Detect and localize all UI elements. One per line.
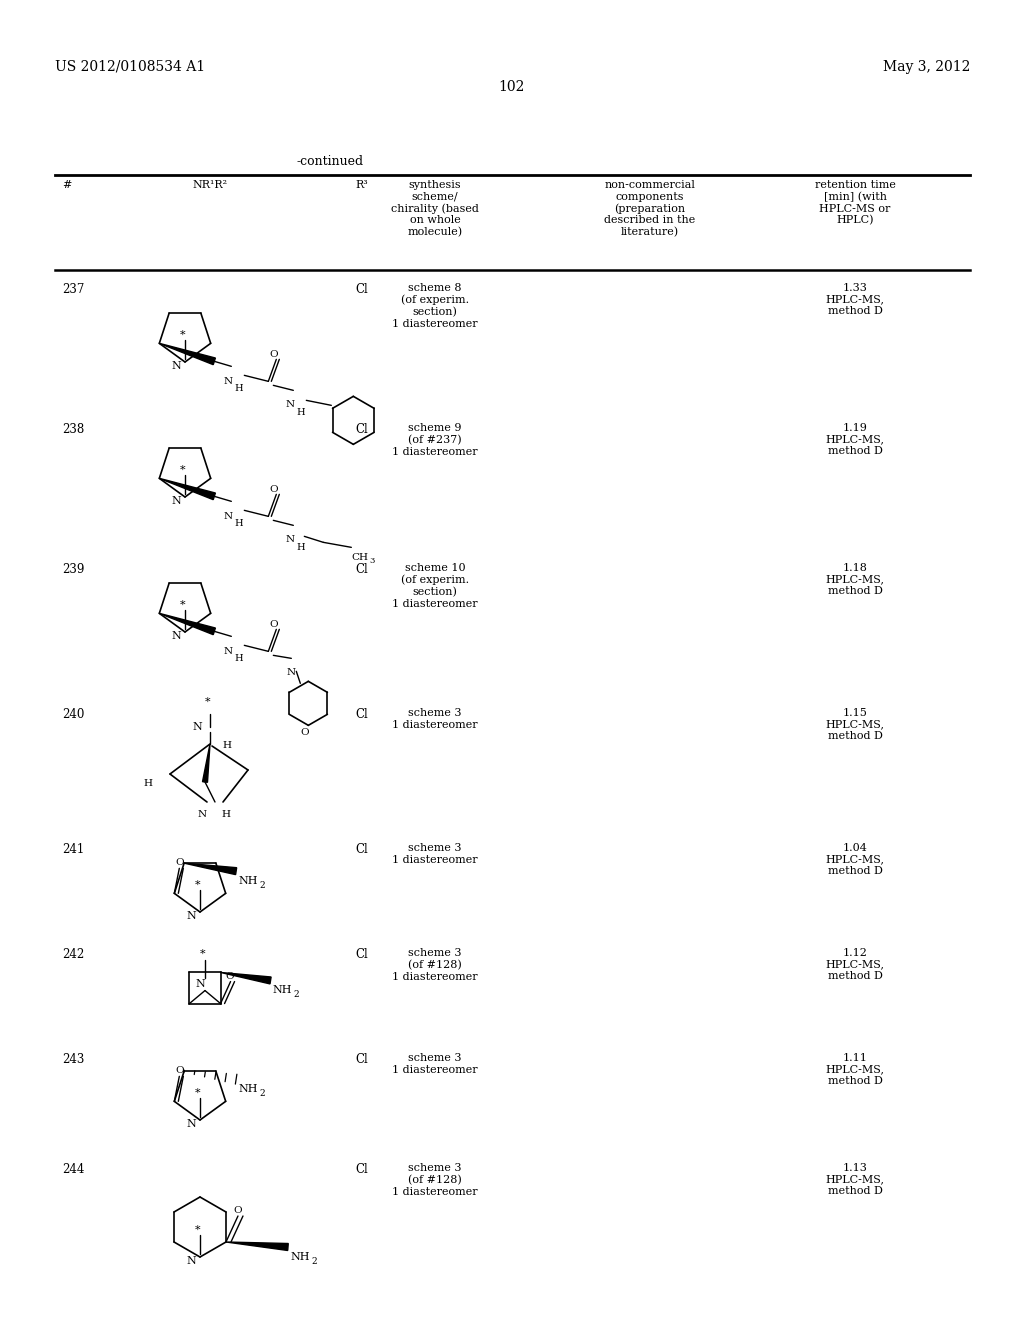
Text: Cl: Cl bbox=[355, 282, 368, 296]
Text: scheme 10
(of experim.
section)
1 diastereomer: scheme 10 (of experim. section) 1 diaste… bbox=[392, 564, 478, 609]
Text: 1.18
HPLC-MS,
method D: 1.18 HPLC-MS, method D bbox=[825, 564, 885, 597]
Text: 2: 2 bbox=[311, 1257, 316, 1266]
Text: O: O bbox=[175, 858, 183, 867]
Text: 243: 243 bbox=[62, 1053, 84, 1067]
Text: US 2012/0108534 A1: US 2012/0108534 A1 bbox=[55, 59, 205, 74]
Text: N: N bbox=[186, 1119, 196, 1129]
Text: O: O bbox=[269, 486, 278, 495]
Text: *: * bbox=[200, 949, 206, 958]
Text: H: H bbox=[234, 384, 243, 393]
Text: NR¹R²: NR¹R² bbox=[193, 180, 227, 190]
Text: Cl: Cl bbox=[355, 1163, 368, 1176]
Text: O: O bbox=[225, 972, 233, 981]
Text: O: O bbox=[269, 620, 278, 630]
Text: N: N bbox=[186, 911, 196, 921]
Text: 1.12
HPLC-MS,
method D: 1.12 HPLC-MS, method D bbox=[825, 948, 885, 981]
Text: H: H bbox=[296, 408, 304, 417]
Text: -continued: -continued bbox=[296, 154, 364, 168]
Text: May 3, 2012: May 3, 2012 bbox=[883, 59, 970, 74]
Text: scheme 9
(of #237)
1 diastereomer: scheme 9 (of #237) 1 diastereomer bbox=[392, 422, 478, 457]
Text: Cl: Cl bbox=[355, 564, 368, 576]
Text: scheme 3
(of #128)
1 diastereomer: scheme 3 (of #128) 1 diastereomer bbox=[392, 948, 478, 982]
Text: O: O bbox=[269, 350, 278, 359]
Text: NH: NH bbox=[272, 986, 292, 995]
Text: 238: 238 bbox=[62, 422, 84, 436]
Text: 2: 2 bbox=[294, 990, 299, 999]
Text: H: H bbox=[222, 742, 231, 751]
Text: O: O bbox=[300, 729, 308, 738]
Text: Cl: Cl bbox=[355, 1053, 368, 1067]
Text: N: N bbox=[224, 647, 232, 656]
Text: 237: 237 bbox=[62, 282, 84, 296]
Text: #: # bbox=[62, 180, 72, 190]
Text: 1.19
HPLC-MS,
method D: 1.19 HPLC-MS, method D bbox=[825, 422, 885, 457]
Polygon shape bbox=[184, 863, 237, 875]
Text: 242: 242 bbox=[62, 948, 84, 961]
Text: N: N bbox=[286, 400, 295, 409]
Polygon shape bbox=[203, 744, 210, 783]
Text: retention time
[min] (with
HPLC-MS or
HPLC): retention time [min] (with HPLC-MS or HP… bbox=[814, 180, 895, 226]
Text: *: * bbox=[205, 697, 211, 708]
Polygon shape bbox=[220, 973, 271, 983]
Text: O: O bbox=[175, 1067, 183, 1076]
Text: 1.33
HPLC-MS,
method D: 1.33 HPLC-MS, method D bbox=[825, 282, 885, 317]
Text: 239: 239 bbox=[62, 564, 84, 576]
Text: N: N bbox=[171, 496, 181, 506]
Text: CH: CH bbox=[351, 553, 369, 562]
Text: H: H bbox=[221, 810, 230, 818]
Text: H: H bbox=[234, 655, 243, 664]
Text: *: * bbox=[180, 601, 185, 610]
Text: 241: 241 bbox=[62, 843, 84, 855]
Text: 1.11
HPLC-MS,
method D: 1.11 HPLC-MS, method D bbox=[825, 1053, 885, 1086]
Text: N: N bbox=[196, 978, 205, 989]
Text: scheme 3
1 diastereomer: scheme 3 1 diastereomer bbox=[392, 843, 478, 865]
Text: Cl: Cl bbox=[355, 708, 368, 721]
Text: 102: 102 bbox=[499, 81, 525, 94]
Text: N: N bbox=[193, 722, 202, 733]
Text: *: * bbox=[180, 330, 185, 341]
Text: scheme 3
1 diastereomer: scheme 3 1 diastereomer bbox=[392, 708, 478, 730]
Text: NH: NH bbox=[290, 1251, 309, 1262]
Text: *: * bbox=[196, 1088, 201, 1098]
Text: 2: 2 bbox=[259, 882, 265, 890]
Text: R³: R³ bbox=[355, 180, 368, 190]
Text: *: * bbox=[180, 465, 185, 475]
Text: N: N bbox=[198, 810, 207, 818]
Text: 1.13
HPLC-MS,
method D: 1.13 HPLC-MS, method D bbox=[825, 1163, 885, 1196]
Polygon shape bbox=[160, 478, 215, 500]
Text: H: H bbox=[234, 519, 243, 528]
Text: 2: 2 bbox=[259, 1089, 265, 1098]
Text: N: N bbox=[287, 668, 296, 677]
Text: H: H bbox=[296, 544, 304, 552]
Text: Cl: Cl bbox=[355, 422, 368, 436]
Text: scheme 8
(of experim.
section)
1 diastereomer: scheme 8 (of experim. section) 1 diaster… bbox=[392, 282, 478, 329]
Text: NH: NH bbox=[239, 876, 258, 886]
Text: H: H bbox=[143, 780, 152, 788]
Text: 3: 3 bbox=[370, 557, 375, 565]
Text: N: N bbox=[186, 1257, 196, 1266]
Text: N: N bbox=[224, 378, 232, 387]
Text: Cl: Cl bbox=[355, 948, 368, 961]
Text: N: N bbox=[286, 536, 295, 544]
Text: 1.04
HPLC-MS,
method D: 1.04 HPLC-MS, method D bbox=[825, 843, 885, 876]
Text: *: * bbox=[196, 1225, 201, 1236]
Text: *: * bbox=[196, 880, 201, 890]
Text: synthesis
scheme/
chirality (based
on whole
molecule): synthesis scheme/ chirality (based on wh… bbox=[391, 180, 479, 238]
Polygon shape bbox=[160, 343, 215, 364]
Text: N: N bbox=[171, 631, 181, 642]
Text: non-commercial
components
(preparation
described in the
literature): non-commercial components (preparation d… bbox=[604, 180, 695, 238]
Text: 240: 240 bbox=[62, 708, 84, 721]
Text: N: N bbox=[224, 512, 232, 521]
Text: scheme 3
(of #128)
1 diastereomer: scheme 3 (of #128) 1 diastereomer bbox=[392, 1163, 478, 1196]
Text: Cl: Cl bbox=[355, 843, 368, 855]
Text: 244: 244 bbox=[62, 1163, 84, 1176]
Text: NH: NH bbox=[239, 1084, 258, 1094]
Polygon shape bbox=[160, 614, 215, 635]
Polygon shape bbox=[226, 1242, 289, 1250]
Text: O: O bbox=[233, 1206, 243, 1214]
Text: scheme 3
1 diastereomer: scheme 3 1 diastereomer bbox=[392, 1053, 478, 1074]
Text: 1.15
HPLC-MS,
method D: 1.15 HPLC-MS, method D bbox=[825, 708, 885, 742]
Text: N: N bbox=[171, 360, 181, 371]
